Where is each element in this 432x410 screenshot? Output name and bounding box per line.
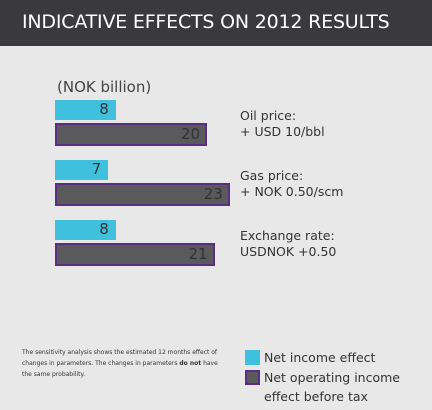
legend-swatch: [245, 370, 260, 385]
value-label: 8: [99, 100, 109, 118]
value-label: 8: [99, 220, 109, 238]
value-label: 20: [180, 125, 200, 143]
footnote: The sensitivity analysis shows the estim…: [22, 347, 227, 380]
bar: [55, 183, 230, 206]
category-label: Oil price: + USD 10/bbl: [240, 108, 325, 139]
legend-swatch: [245, 350, 260, 365]
legend-label: Net income effect: [264, 350, 376, 365]
footnote-text: The sensitivity analysis shows the estim…: [22, 349, 218, 367]
bar: [55, 160, 109, 180]
bar: [55, 243, 215, 266]
legend-label: Net operating income effect before tax: [264, 370, 400, 404]
header: [0, 0, 432, 46]
value-label: 23: [203, 185, 223, 203]
bar: [55, 123, 207, 146]
category-label: Exchange rate: USDNOK +0.50: [240, 228, 337, 259]
bar: [55, 220, 116, 240]
category-label: Gas price: + NOK 0.50/scm: [240, 168, 344, 199]
unit-label: (NOK billion): [57, 78, 152, 96]
bar: [55, 100, 116, 120]
value-label: 7: [91, 160, 102, 178]
footnote-text: have the same probability.: [22, 360, 218, 378]
value-label: 21: [188, 245, 208, 263]
footnote-emphasis: do not: [179, 360, 202, 367]
chart-title: INDICATIVE EFFECTS ON 2012 RESULTS: [22, 11, 390, 33]
